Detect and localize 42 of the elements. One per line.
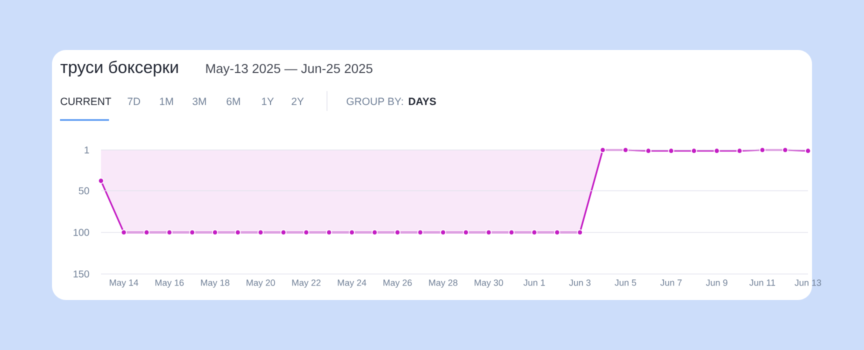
text: 6M: [226, 98, 240, 106]
text: DAYS: [408, 98, 436, 106]
point: [98, 178, 104, 184]
point: [782, 146, 788, 154]
point: [622, 146, 629, 154]
x-tick-label: May 26: [384, 280, 412, 288]
y-tick-label: 100: [74, 228, 90, 236]
x-tick-label: May 14: [110, 280, 138, 288]
chart-subtitle: May-13 2025 — Jun-25 2025: [206, 64, 372, 76]
text: CURRENT: [60, 98, 112, 106]
x-tick-label: Jun 13: [794, 280, 822, 286]
chart-title: труси боксерки: [60, 60, 178, 77]
text: 1Y: [262, 98, 274, 105]
x-tick-label: Jun 1: [524, 280, 545, 286]
text: 7D: [128, 98, 140, 105]
text: 2Y: [292, 98, 304, 105]
x-tick-label: May 30: [474, 280, 504, 288]
point: [600, 146, 606, 154]
x-tick-label: Jun 3: [569, 280, 591, 286]
text: 1M: [160, 98, 173, 105]
text: 3M: [192, 98, 206, 106]
point: [690, 148, 698, 154]
x-tick-label: Jun 7: [660, 280, 682, 286]
x-tick-label: May 28: [429, 280, 458, 288]
y-tick-label: 1: [84, 146, 90, 154]
x-tick-label: May 16: [155, 280, 184, 288]
x-tick-label: May 22: [292, 280, 320, 288]
x-tick-label: May 20: [246, 280, 275, 288]
point: [280, 229, 287, 236]
y-tick-label: 150: [74, 270, 90, 278]
text: GROUP BY:: [346, 98, 403, 106]
y-tick-label: 50: [78, 187, 90, 194]
point: [508, 229, 515, 236]
point: [212, 229, 218, 236]
x-tick-label: Jun 9: [706, 280, 728, 286]
point: [394, 229, 401, 236]
point: [804, 148, 812, 154]
point: [759, 146, 766, 154]
x-tick-label: May 24: [338, 280, 366, 288]
x-tick-label: Jun 5: [614, 280, 636, 286]
x-tick-label: Jun 11: [749, 280, 776, 286]
x-tick-label: May 18: [201, 280, 230, 288]
